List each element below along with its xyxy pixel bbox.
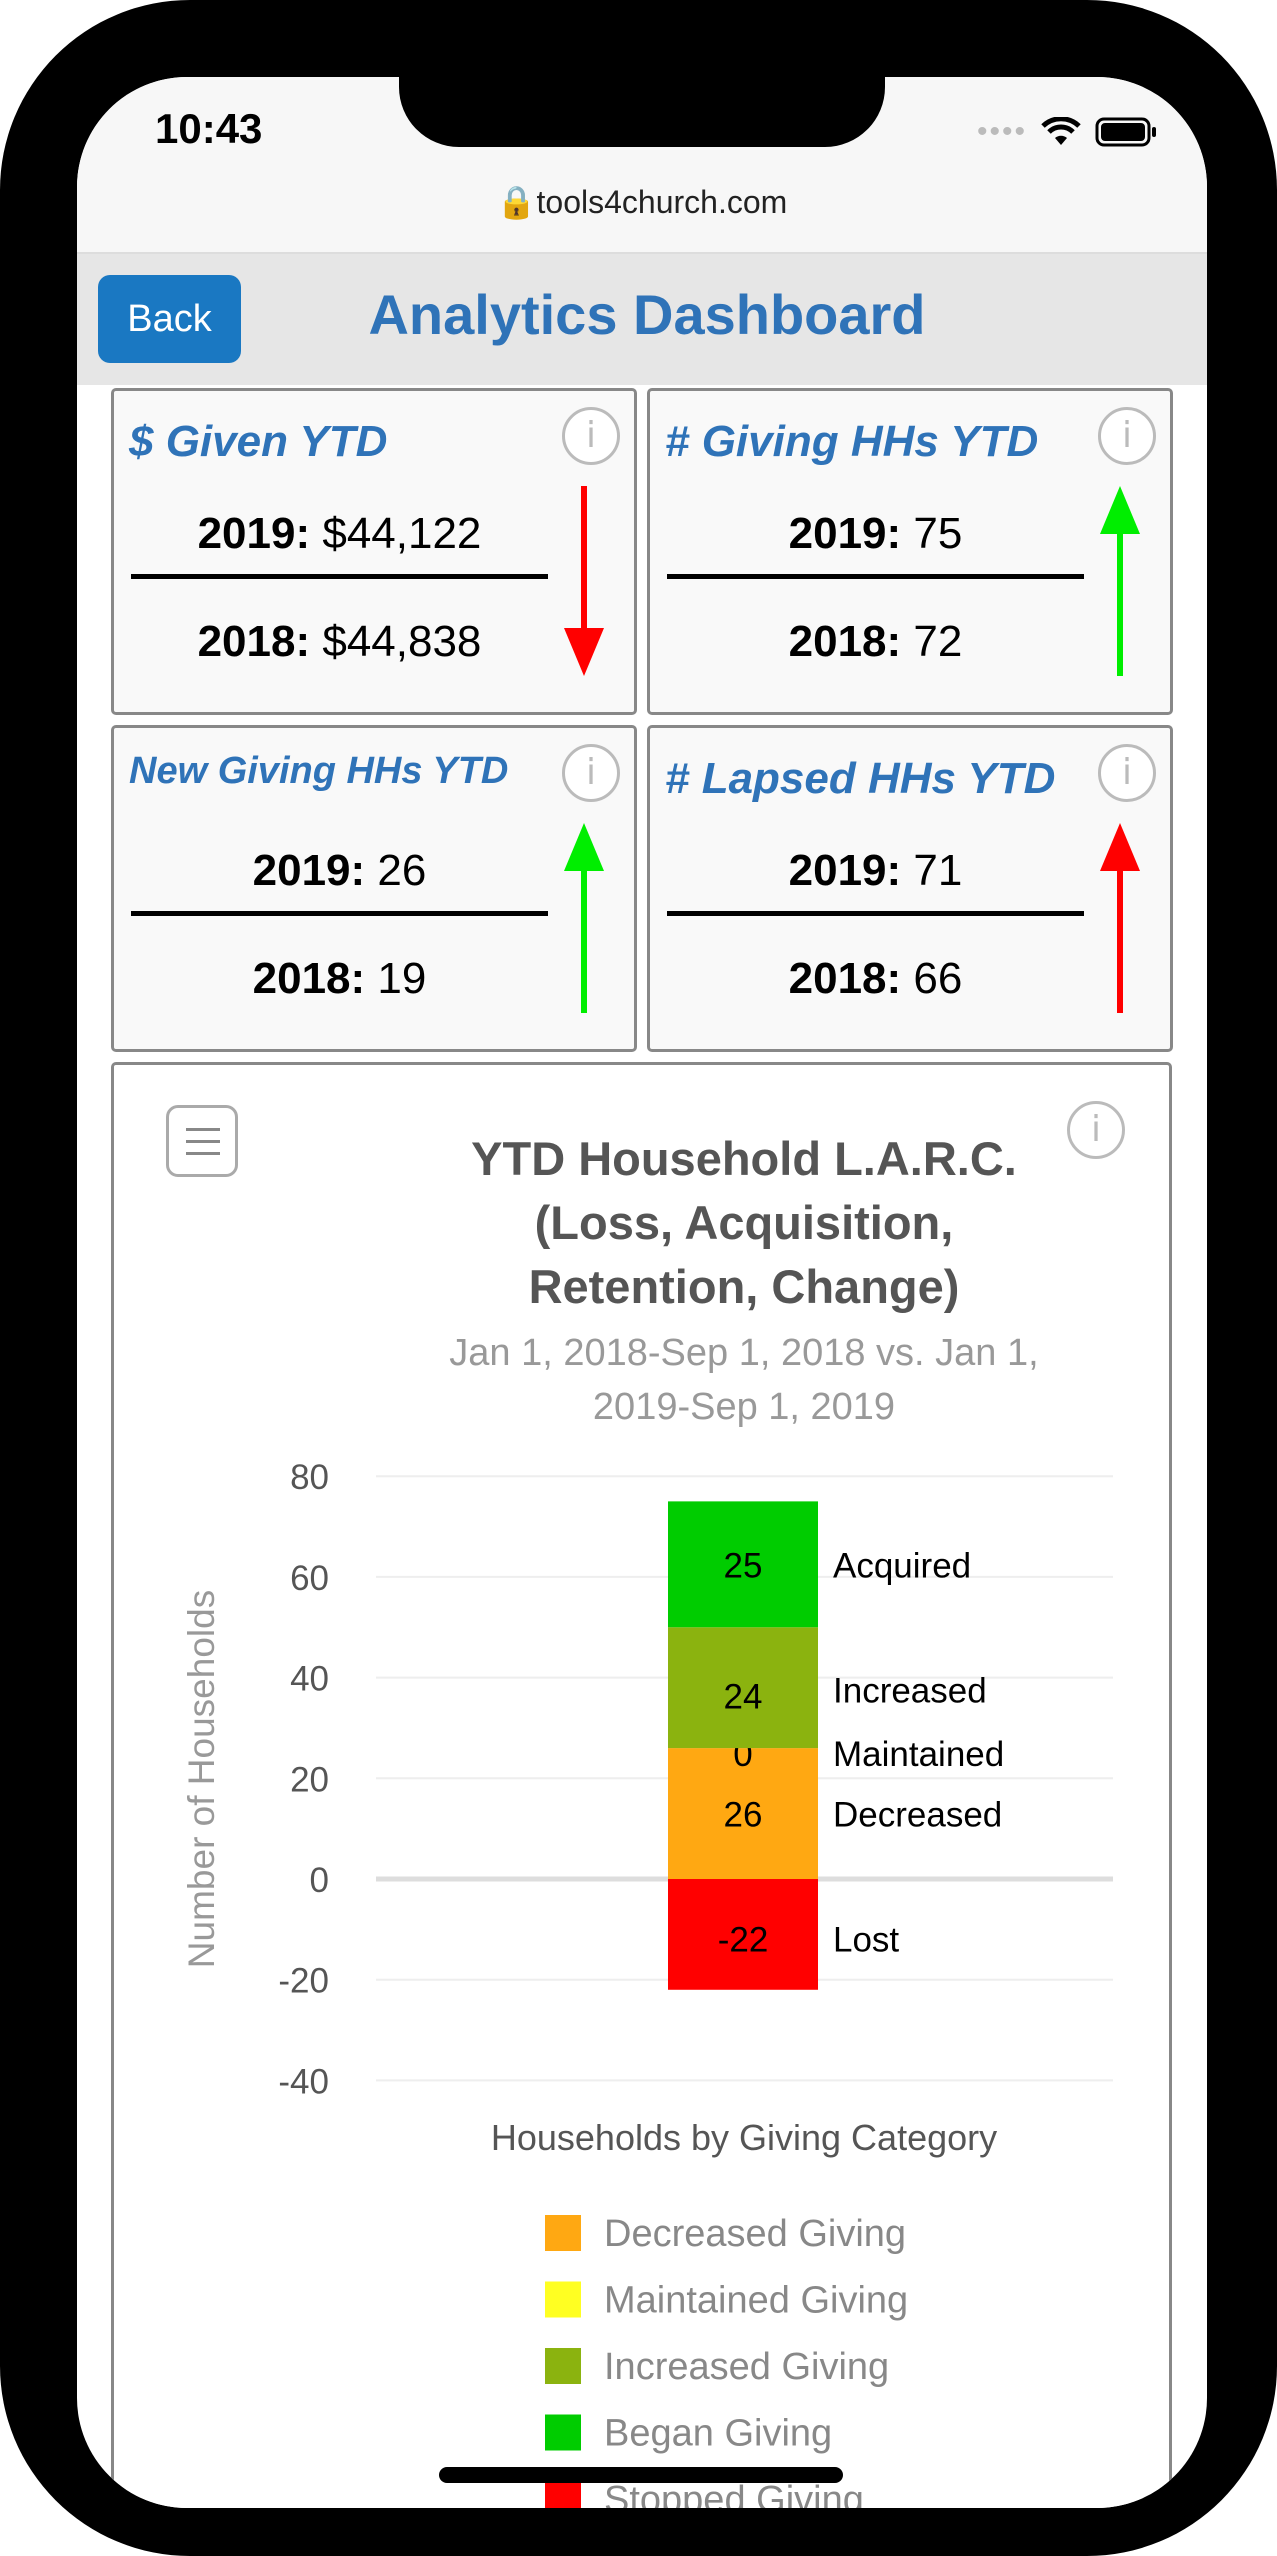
bar-segment-decreased[interactable]: [668, 1748, 818, 1879]
legend-item[interactable]: Stopped Giving: [604, 2479, 864, 2508]
arrow-up-icon: [1100, 823, 1140, 1013]
larc-chart: YTD Household L.A.R.C. (Loss, Acquisition…: [181, 1132, 1113, 2508]
segment-label: Acquired: [833, 1546, 971, 1585]
y-tick-label: 80: [290, 1458, 329, 1497]
bar-segment-lost[interactable]: [668, 1879, 818, 1990]
card-title: $ Given YTD: [129, 417, 388, 466]
data-label: 26: [724, 1796, 763, 1835]
chart-title: Retention, Change): [529, 1260, 960, 1313]
legend-swatch[interactable]: [545, 2281, 581, 2318]
legend-item[interactable]: Began Giving: [604, 2413, 832, 2455]
screen: 10:43 •••• 🔒tools4church.com Back Analyt…: [77, 77, 1207, 2508]
arrow-down-icon: [564, 486, 604, 676]
x-axis-title: Households by Giving Category: [491, 2117, 997, 2158]
legend-swatch[interactable]: [545, 2481, 581, 2508]
legend-swatch[interactable]: [545, 2414, 581, 2451]
y-axis-title: Number of Households: [181, 1590, 222, 1968]
card-title: New Giving HHs YTD: [129, 750, 509, 792]
prior-year-value: 2018: 66: [788, 954, 963, 1003]
divider: [667, 574, 1084, 579]
current-year-value: 2019: 26: [252, 846, 427, 895]
legend-item[interactable]: Increased Giving: [604, 2346, 889, 2388]
bar-segment-acquired[interactable]: [668, 1501, 818, 1628]
y-tick-label: -40: [278, 2062, 329, 2101]
info-button[interactable]: i: [562, 744, 620, 802]
notch: [399, 77, 885, 147]
y-tick-label: 0: [310, 1861, 329, 1900]
segment-label: Decreased: [833, 1796, 1002, 1835]
legend-item[interactable]: Decreased Giving: [604, 2213, 906, 2255]
card-title: # Lapsed HHs YTD: [665, 754, 1056, 803]
segment-label: Lost: [833, 1920, 899, 1959]
metric-card: $ Given YTD i 2019: $44,122 2018: $44,83…: [111, 388, 637, 715]
home-indicator: [439, 2467, 843, 2483]
metric-card: # Lapsed HHs YTD i 2019: 71 2018: 66: [647, 725, 1173, 1052]
current-year-value: 2019: 75: [788, 509, 963, 558]
data-label: -22: [718, 1920, 769, 1959]
legend-swatch[interactable]: [545, 2215, 581, 2251]
prior-year-value: 2018: 72: [788, 617, 963, 666]
data-label: 25: [724, 1546, 763, 1585]
status-icons: ••••: [977, 115, 1157, 149]
chart-menu-button[interactable]: [166, 1105, 238, 1177]
info-button[interactable]: i: [1098, 744, 1156, 802]
lock-icon: 🔒: [496, 184, 537, 220]
address-bar[interactable]: 🔒tools4church.com: [77, 183, 1207, 221]
app-header: Back Analytics Dashboard: [77, 254, 1207, 385]
bar-segment-increased[interactable]: [668, 1627, 818, 1749]
larc-chart-card: i YTD Household L.A.R.C. (Loss, Acquisiti…: [111, 1062, 1172, 2508]
current-year-value: 2019: 71: [788, 846, 963, 895]
chart-subtitle: Jan 1, 2018-Sep 1, 2018 vs. Jan 1,: [449, 1332, 1038, 1374]
chart-info-button[interactable]: i: [1067, 1101, 1125, 1159]
y-tick-label: 20: [290, 1760, 329, 1799]
current-year-value: 2019: $44,122: [197, 509, 482, 558]
y-tick-label: 40: [290, 1660, 329, 1699]
info-button[interactable]: i: [562, 407, 620, 465]
divider: [667, 911, 1084, 916]
battery-icon: [1095, 117, 1156, 147]
url-text: tools4church.com: [536, 184, 788, 220]
page-title: Analytics Dashboard: [368, 283, 926, 346]
y-tick-label: -20: [278, 1962, 329, 2001]
prior-year-value: 2018: 19: [252, 954, 427, 1003]
metric-card: # Giving HHs YTD i 2019: 75 2018: 72: [647, 388, 1173, 715]
info-button[interactable]: i: [1098, 407, 1156, 465]
metric-card: New Giving HHs YTD i 2019: 26 2018: 19: [111, 725, 637, 1052]
data-label: 24: [724, 1678, 763, 1717]
segment-label: Increased: [833, 1672, 987, 1711]
segment-label: Maintained: [833, 1735, 1004, 1774]
y-tick-label: 60: [290, 1559, 329, 1598]
arrow-up-icon: [1100, 486, 1140, 676]
wifi-icon: [1041, 117, 1081, 145]
chart-title: (Loss, Acquisition,: [535, 1196, 954, 1249]
card-title: # Giving HHs YTD: [665, 417, 1039, 466]
legend-item[interactable]: Maintained Giving: [604, 2280, 908, 2322]
legend-swatch[interactable]: [545, 2348, 581, 2384]
divider: [131, 574, 548, 579]
chart-title: YTD Household L.A.R.C.: [471, 1132, 1017, 1185]
prior-year-value: 2018: $44,838: [197, 617, 482, 666]
clock: 10:43: [155, 105, 263, 152]
signal-icon: ••••: [976, 115, 1027, 148]
arrow-up-icon: [564, 823, 604, 1013]
divider: [131, 911, 548, 916]
back-button[interactable]: Back: [98, 275, 241, 363]
chart-subtitle: 2019-Sep 1, 2019: [593, 1386, 895, 1428]
